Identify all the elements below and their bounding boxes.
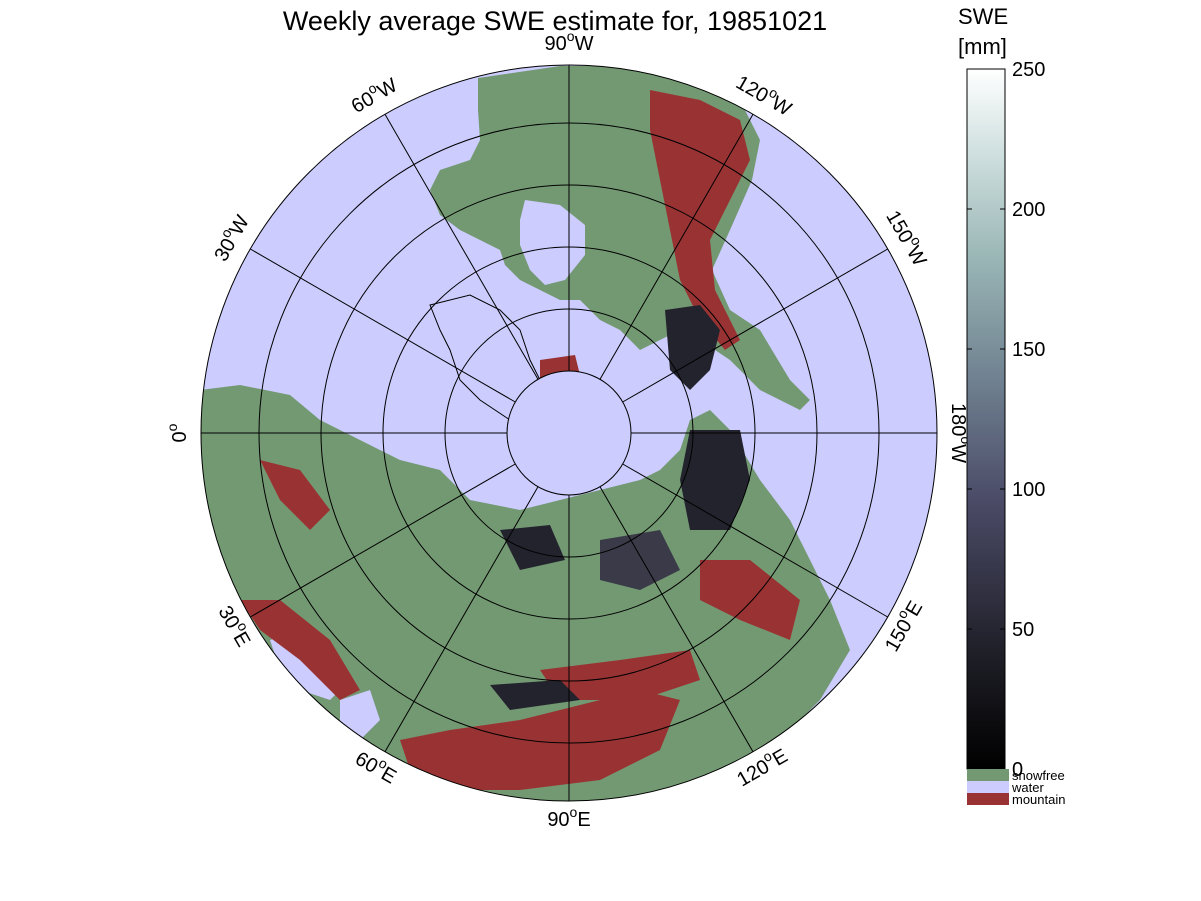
colorbar-tick-label: 200 bbox=[1012, 199, 1045, 221]
meridian-line bbox=[599, 486, 754, 752]
siberia-mountain bbox=[700, 560, 800, 640]
altai-mountain bbox=[540, 650, 700, 700]
category-label-water: water bbox=[1011, 780, 1044, 795]
chart-title: Weekly average SWE estimate for, 1985102… bbox=[283, 6, 827, 36]
colorbar-gradient bbox=[966, 68, 1006, 770]
longitude-label-0: 0o bbox=[164, 423, 192, 442]
snow-central-asia bbox=[490, 680, 580, 710]
alps-mountain bbox=[240, 600, 360, 700]
colorbar-tick-label: 50 bbox=[1012, 619, 1034, 641]
scandinavia-mountain bbox=[260, 460, 330, 530]
category-swatch-mountain bbox=[967, 793, 1009, 805]
snow-alaska bbox=[665, 305, 720, 390]
meridian-line bbox=[384, 486, 539, 752]
longitude-label-90e: 90oE bbox=[547, 804, 590, 832]
meridian-line bbox=[250, 248, 516, 403]
rockies-mountain bbox=[650, 90, 750, 350]
snow-siberia-north bbox=[600, 530, 680, 590]
category-swatch-water bbox=[967, 781, 1009, 793]
colorbar-tick-label: 150 bbox=[1012, 339, 1045, 361]
colorbar-ticks: 250 200 150 100 50 0 bbox=[967, 59, 1045, 781]
longitude-label-90w: 90oW bbox=[545, 28, 594, 56]
snow-taimyr bbox=[500, 525, 565, 570]
category-label-snowfree: snowfree bbox=[1012, 768, 1065, 783]
colorbar: SWE [mm] 250 200 150 100 50 0 snowfreewatermo… bbox=[958, 4, 1065, 807]
meridian-line bbox=[250, 463, 516, 618]
colorbar-tick-label: 0 bbox=[1012, 759, 1023, 781]
graticule bbox=[201, 65, 937, 801]
meridian-line bbox=[622, 248, 888, 403]
meridian-line bbox=[384, 114, 539, 380]
meridian-line bbox=[599, 114, 754, 380]
snow-siberia-east bbox=[680, 430, 750, 530]
himalaya-mountain bbox=[400, 690, 680, 790]
colorbar-title-line1: SWE bbox=[958, 4, 1008, 29]
land-masses bbox=[201, 66, 850, 801]
colorbar-title-line2: [mm] bbox=[958, 34, 1007, 59]
category-swatch-snowfree bbox=[967, 769, 1009, 781]
category-label-mountain: mountain bbox=[1012, 792, 1065, 807]
colorbar-tick-label: 100 bbox=[1012, 479, 1045, 501]
arctic-ocean bbox=[507, 371, 631, 495]
meridian-line bbox=[622, 463, 888, 618]
colorbar-tick-label: 250 bbox=[1012, 59, 1045, 81]
polar-map bbox=[200, 64, 938, 802]
inland-sea-2 bbox=[340, 690, 380, 740]
longitude-label-180w: 180oW bbox=[947, 403, 975, 463]
